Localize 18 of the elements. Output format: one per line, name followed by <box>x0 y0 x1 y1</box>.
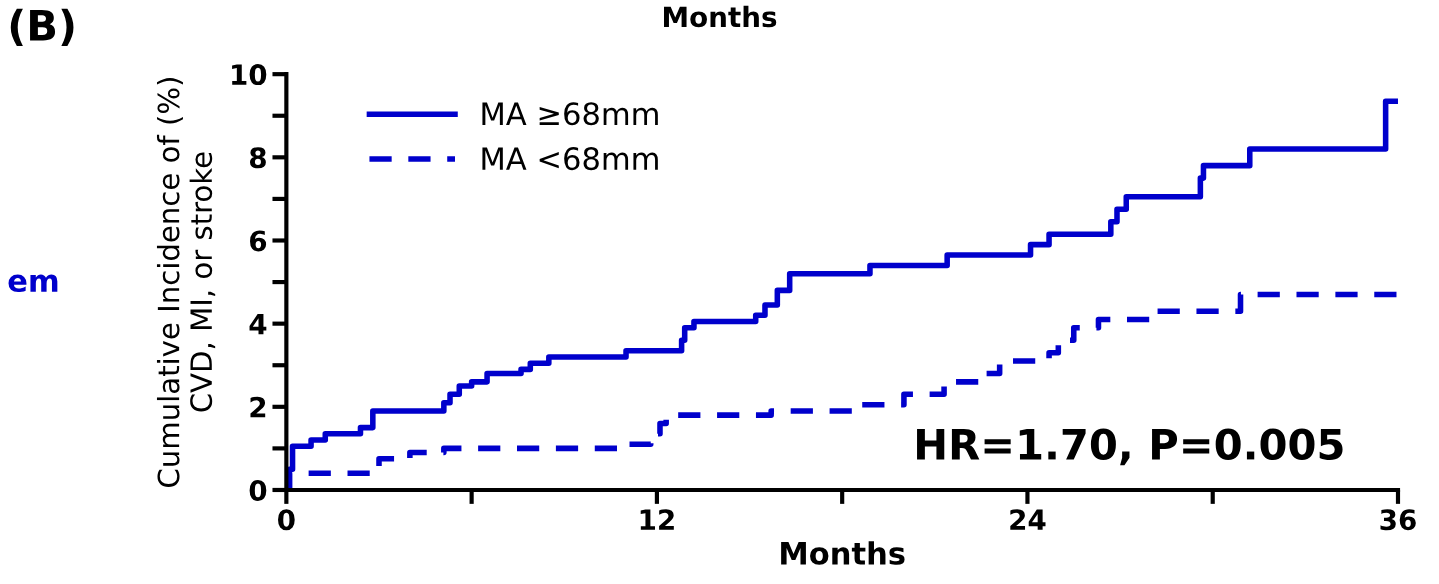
legend-label: MA ≥68mm <box>482 102 658 126</box>
text: em <box>8 274 58 293</box>
x-axis-title: Months <box>781 541 905 565</box>
y-tick-label: 8 <box>249 147 266 169</box>
x-tick-label: 24 <box>1010 509 1046 530</box>
annotation: HR=1.70, P=0.005 <box>917 428 1343 466</box>
x-tick-label: 36 <box>1380 509 1416 531</box>
legend-label: MA <68mm <box>482 147 658 171</box>
y-tick-label: 6 <box>250 230 267 252</box>
chart-title: (B) <box>10 8 74 46</box>
y-tick-label: 2 <box>250 396 266 418</box>
y-tick-label: 4 <box>249 313 267 335</box>
x-tick-label: 0 <box>278 509 295 531</box>
y-tick-label: 0 <box>249 479 267 501</box>
y-tick-label: 10 <box>232 64 267 86</box>
x-tick-label: 12 <box>640 509 674 530</box>
y-axis-title: Cumulative Incidence of (%) CVD, MI, or stroke <box>156 78 216 487</box>
text: Months <box>664 5 777 28</box>
